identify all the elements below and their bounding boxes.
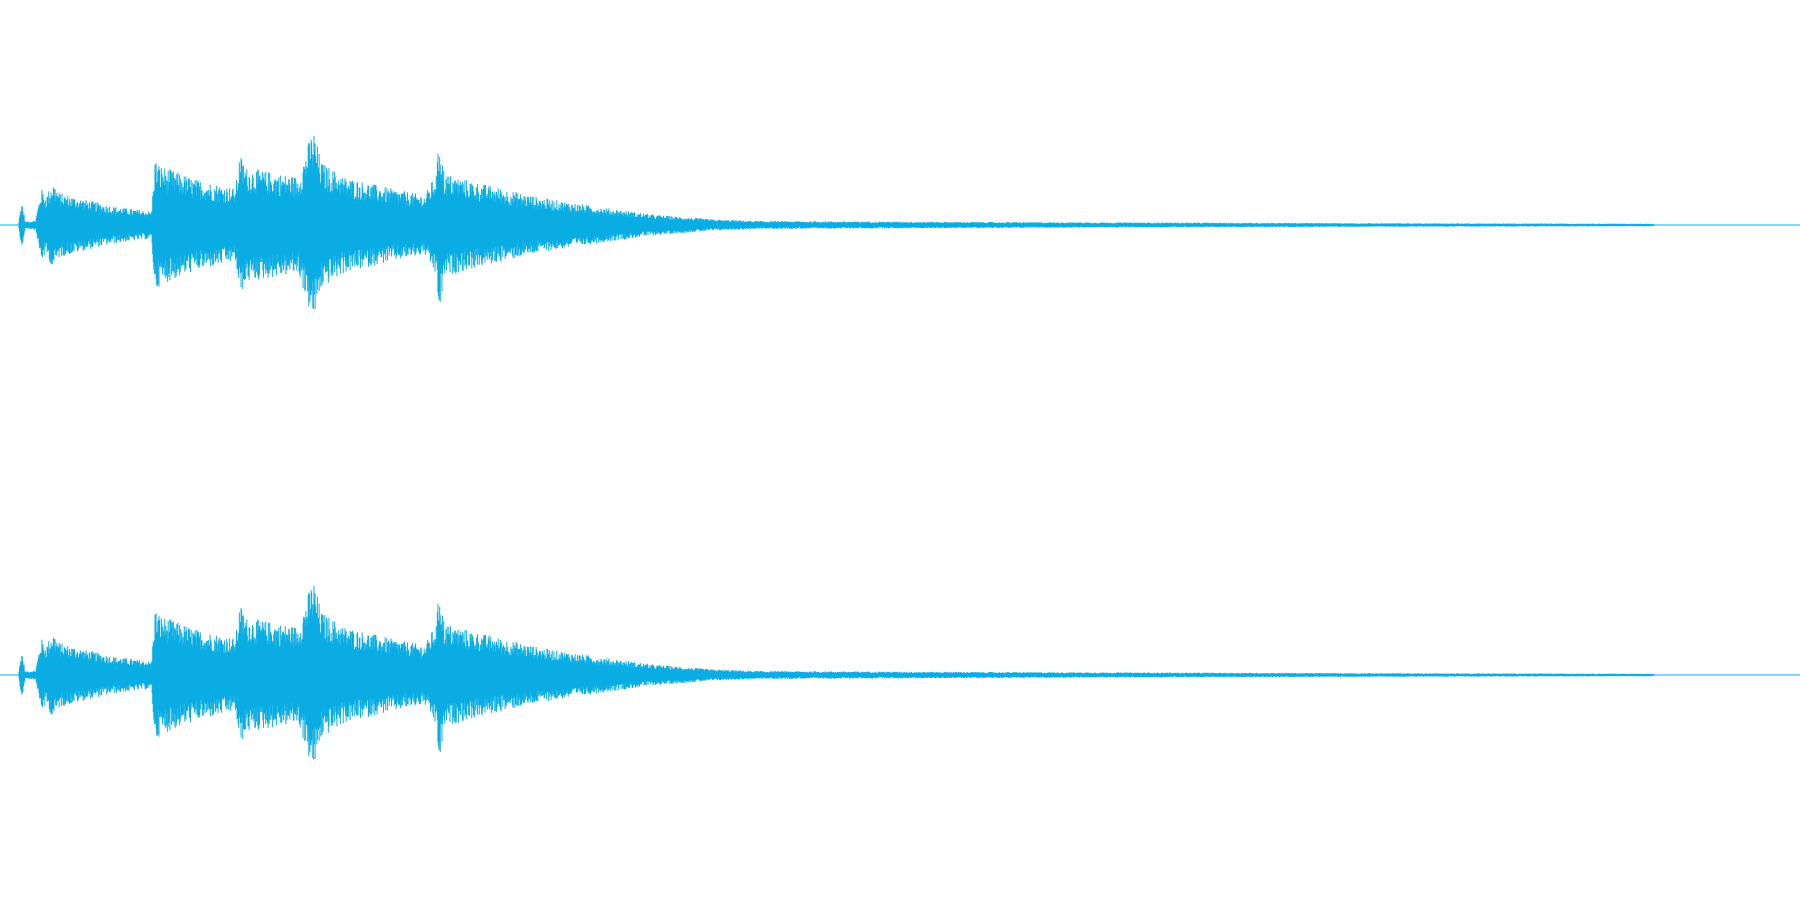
channel-2-waveform: [18, 586, 1656, 760]
channel-1-waveform: [18, 136, 1656, 310]
